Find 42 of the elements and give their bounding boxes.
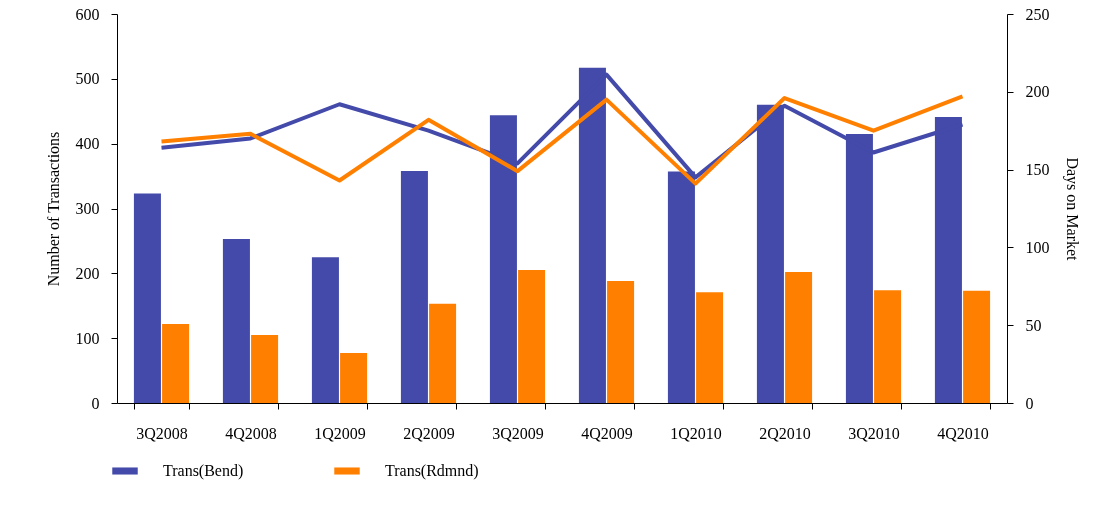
bar (607, 281, 635, 403)
y2-tick-label: 100 (1025, 238, 1050, 256)
y-tick-label: 0 (91, 394, 100, 412)
bar (340, 353, 368, 403)
y-tick-label: 600 (75, 5, 100, 23)
y-tick-label: 200 (75, 264, 100, 282)
bar (518, 270, 546, 403)
bar (251, 334, 279, 403)
x-tick-label: 3Q2009 (492, 424, 544, 442)
bar (162, 323, 190, 403)
y2-tick-label: 250 (1025, 5, 1050, 23)
bar (963, 290, 991, 403)
y2-tick-label: 200 (1025, 83, 1050, 101)
y2-axis-title: Days on Market (1062, 157, 1081, 262)
bar (133, 193, 161, 403)
x-tick-label: 1Q2009 (314, 424, 366, 442)
x-tick-label: 4Q2010 (937, 424, 989, 442)
x-tick-label: 2Q2010 (759, 424, 811, 442)
x-tick-label: 3Q2010 (848, 424, 900, 442)
y-tick-label: 100 (75, 329, 100, 347)
bar (222, 238, 250, 403)
bar (785, 272, 813, 403)
bar (311, 257, 339, 403)
bar (429, 303, 457, 403)
y-tick-label: 400 (75, 135, 100, 153)
bar (874, 290, 902, 403)
bar (400, 170, 428, 403)
y2-tick-label: 0 (1025, 394, 1034, 412)
y-tick-label: 300 (75, 200, 100, 217)
y-tick-label: 500 (75, 70, 100, 88)
x-tick-label: 4Q2009 (581, 424, 633, 442)
y2-tick-label: 50 (1025, 316, 1042, 334)
x-tick-label: 2Q2009 (403, 424, 455, 442)
y2-tick-label: 150 (1025, 161, 1050, 179)
line-series (159, 94, 965, 186)
x-tick-label: 4Q2008 (225, 424, 277, 442)
x-tick-label: 3Q2008 (136, 424, 188, 442)
y-axis-title: Number of Transactions (44, 131, 62, 287)
legend-label: Trans(Bend) (163, 462, 244, 480)
bar (696, 292, 724, 403)
legend-label: Trans(Rdmnd) (385, 462, 479, 480)
x-tick-label: 1Q2010 (670, 424, 722, 442)
